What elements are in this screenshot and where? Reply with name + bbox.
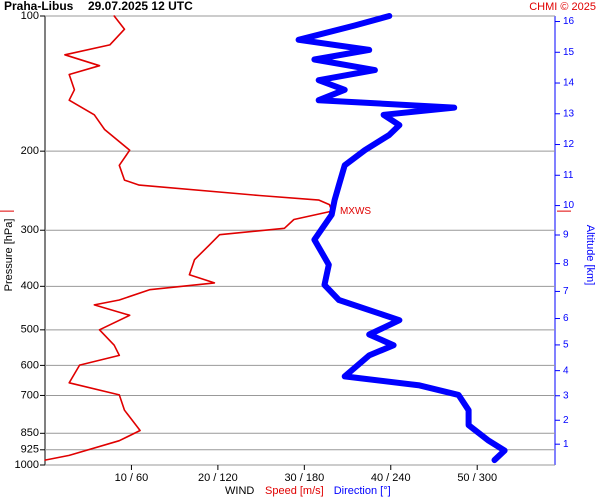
- y2-tick-label: 13: [563, 108, 575, 119]
- y2-tick-label: 10: [563, 200, 575, 211]
- y2-tick-label: 14: [563, 78, 575, 89]
- annotation: MXWS: [340, 206, 371, 217]
- y-axis-label: Pressure [hPa]: [3, 219, 15, 292]
- y2-tick-label: 7: [563, 286, 569, 297]
- y2-tick-label: 16: [563, 16, 575, 27]
- legend-entry: Direction [°]: [334, 485, 391, 497]
- y2-tick-label: 15: [563, 47, 575, 58]
- y-tick-label: 400: [21, 280, 39, 292]
- chart-subtitle: 29.07.2025 12 UTC: [88, 0, 193, 13]
- y2-tick-label: 11: [563, 170, 574, 181]
- y-tick-label: 300: [21, 224, 39, 236]
- y-tick-label: 200: [21, 145, 39, 157]
- x-tick-label: 10 / 60: [115, 472, 149, 484]
- y-tick-label: 925: [21, 444, 39, 456]
- y-tick-label: 850: [21, 427, 39, 439]
- y2-tick-label: 1: [563, 439, 569, 450]
- y2-tick-label: 4: [563, 365, 569, 376]
- y-tick-label: 600: [21, 359, 39, 371]
- y2-tick-label: 6: [563, 313, 569, 324]
- x-tick-label: 20 / 120: [198, 472, 238, 484]
- y2-axis-label: Altitude [km]: [584, 225, 596, 286]
- credit: CHMI © 2025: [529, 1, 596, 13]
- x-axis-label: WIND: [225, 485, 254, 497]
- y-tick-label: 1000: [15, 459, 39, 471]
- y2-tick-label: 2: [563, 415, 569, 426]
- legend-entry: Speed [m/s]: [265, 485, 324, 497]
- y2-tick-label: 3: [563, 390, 569, 401]
- x-tick-label: 40 / 240: [371, 472, 411, 484]
- chart-title: Praha-Libus: [4, 0, 74, 13]
- y2-tick-label: 12: [563, 139, 575, 150]
- x-tick-label: 50 / 300: [457, 472, 497, 484]
- y-tick-label: 100: [21, 10, 39, 22]
- series-line: [44, 15, 333, 461]
- x-tick-label: 30 / 180: [284, 472, 324, 484]
- y2-tick-label: 9: [563, 230, 569, 241]
- y-tick-label: 500: [21, 324, 39, 336]
- y2-tick-label: 5: [563, 340, 569, 351]
- y2-tick-label: 8: [563, 258, 569, 269]
- y-tick-label: 700: [21, 389, 39, 401]
- series-line: [295, 13, 508, 464]
